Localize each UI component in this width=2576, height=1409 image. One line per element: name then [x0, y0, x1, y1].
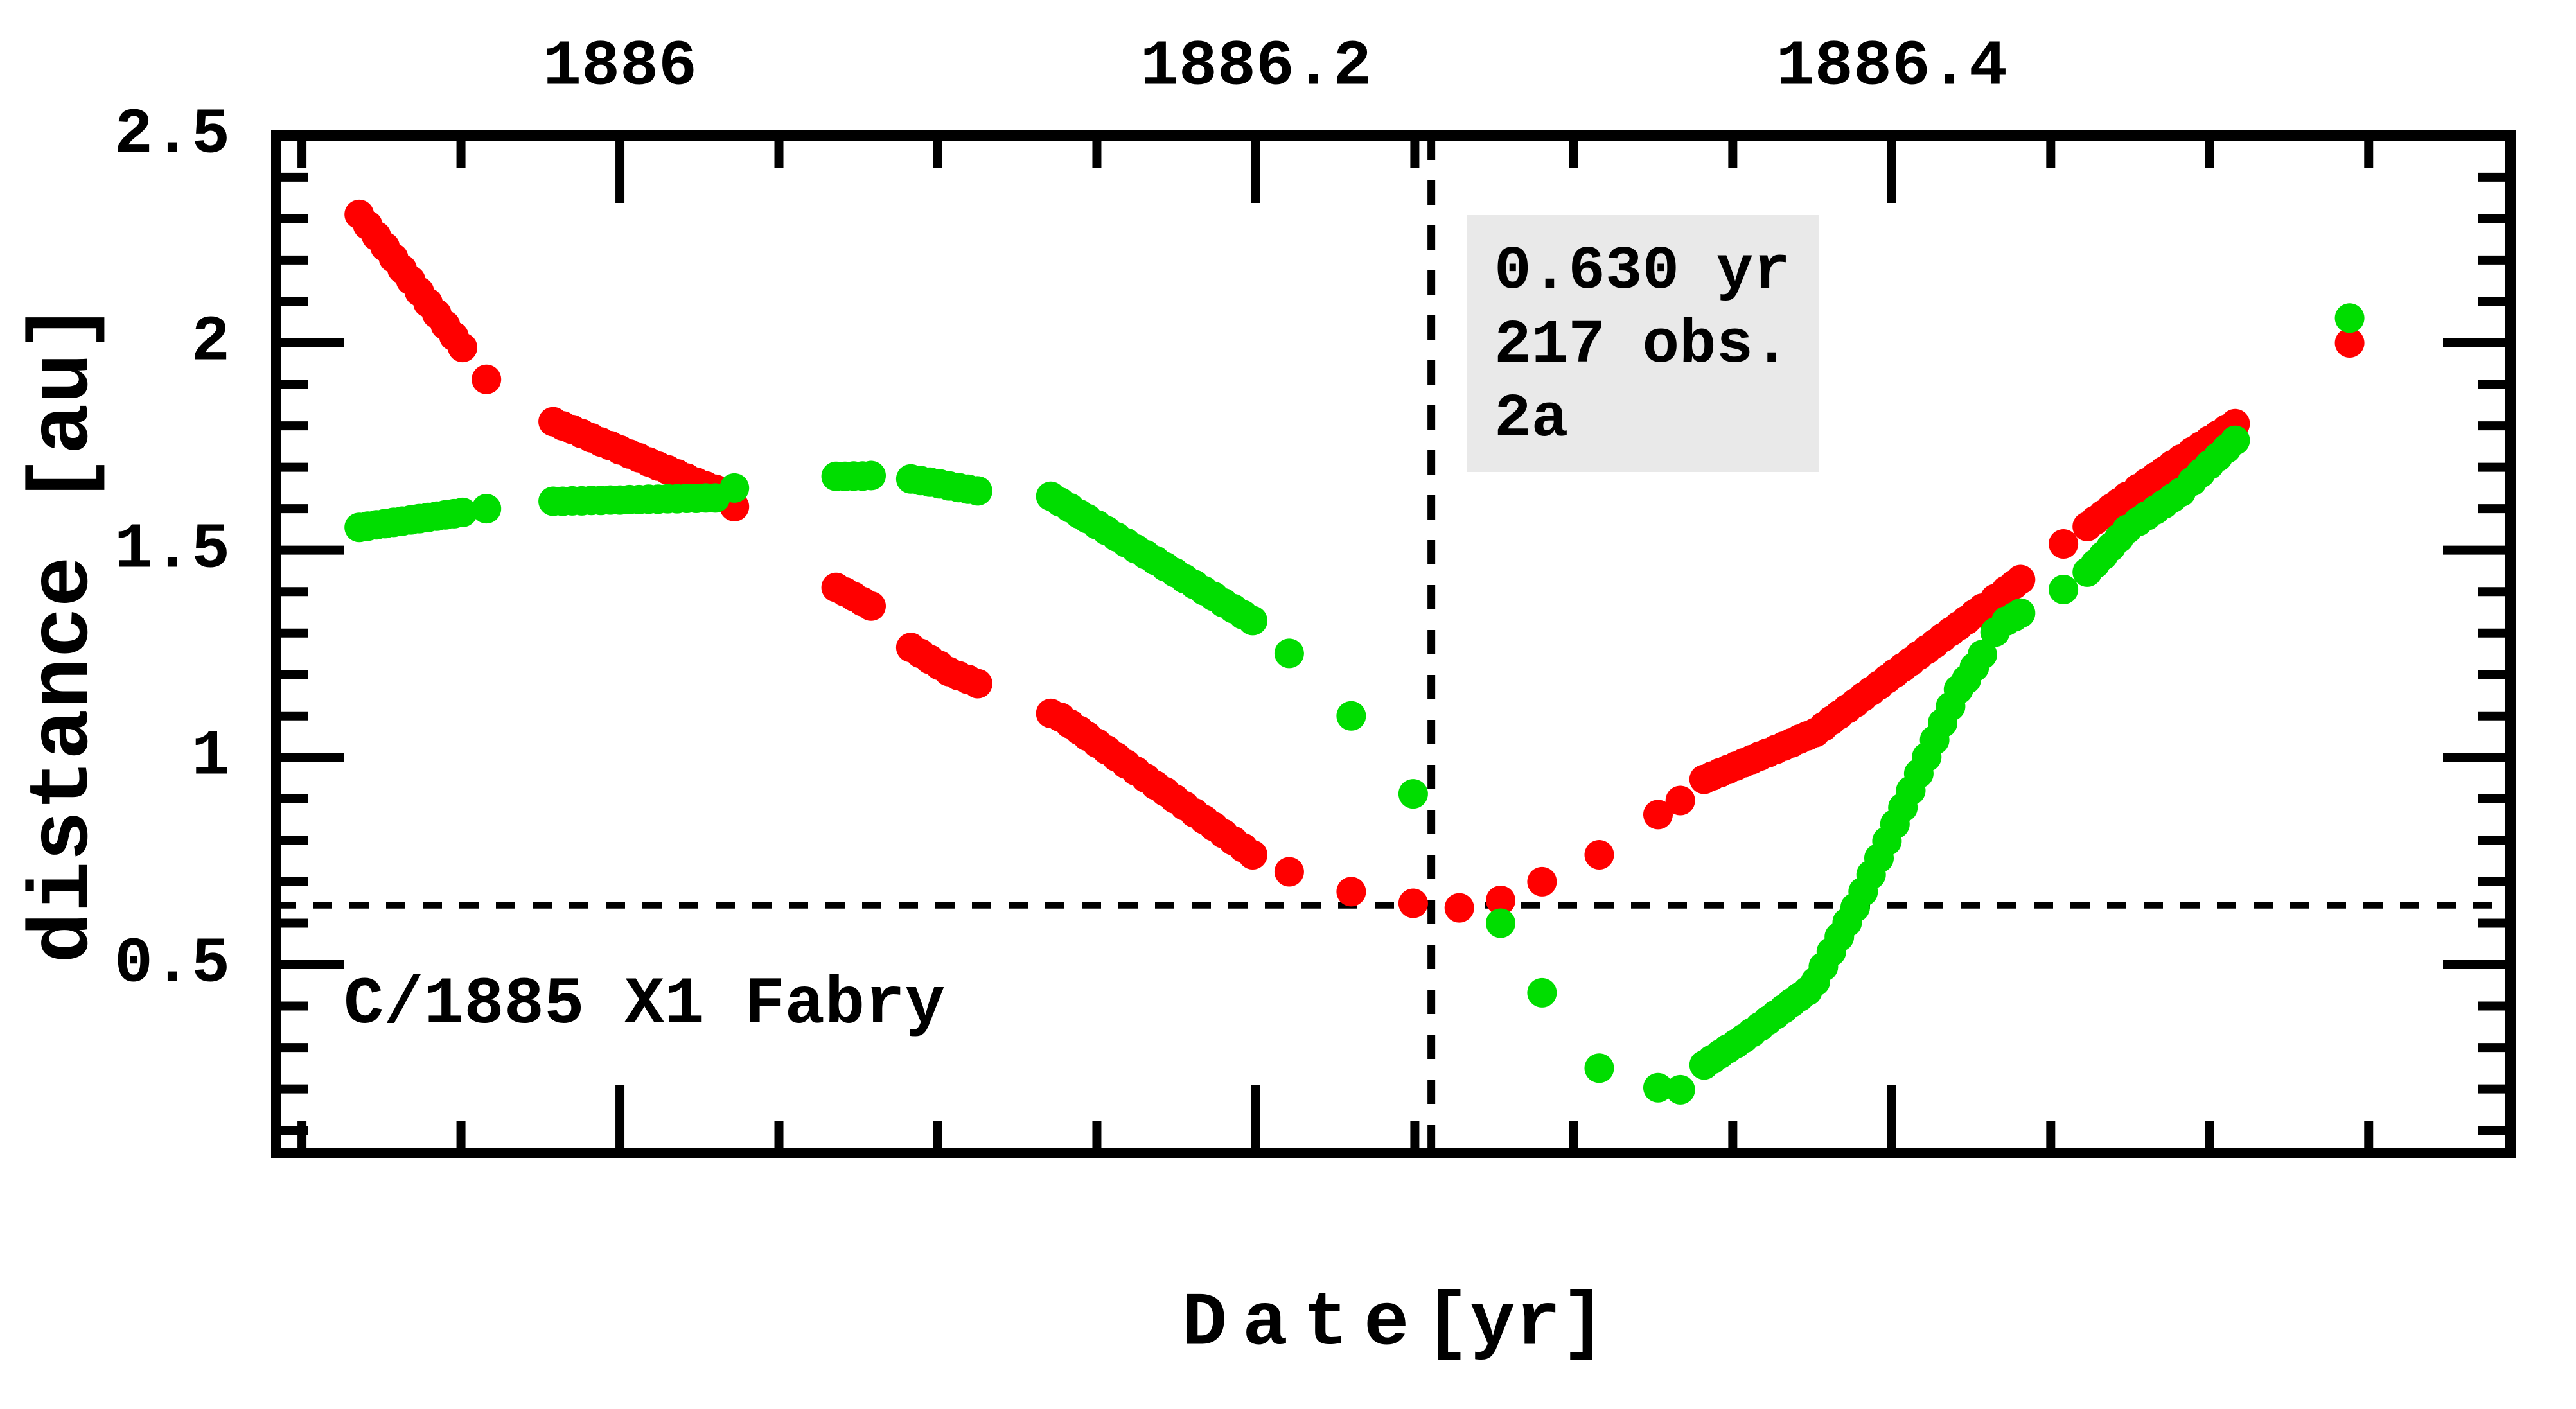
red-data-point	[856, 591, 886, 621]
red-data-point	[2334, 328, 2365, 358]
green-data-point	[1486, 908, 1515, 938]
green-data-point	[719, 473, 750, 503]
y-axis-tick-label: 0.5	[114, 928, 230, 1001]
red-data-point	[1665, 785, 1695, 816]
green-data-point	[1584, 1053, 1614, 1083]
red-data-point	[1643, 800, 1673, 830]
green-data-point	[2006, 598, 2036, 628]
red-data-point	[448, 333, 477, 363]
x-axis-title: D a t e [yr]	[1181, 1281, 1607, 1367]
y-axis-title: distance [au]	[16, 302, 726, 963]
red-data-point	[472, 364, 502, 394]
red-data-point	[1336, 877, 1366, 907]
x-axis-tick-label: 1886	[543, 31, 698, 104]
y-axis-title-text: distance [au]	[16, 302, 112, 963]
y-axis-tick-label: 2	[191, 306, 230, 380]
red-data-point	[1584, 840, 1614, 870]
green-data-point	[1274, 638, 1304, 669]
red-data-point	[962, 669, 992, 699]
info-line-observations: 217 obs.	[1494, 310, 1790, 380]
green-data-point	[1398, 779, 1428, 809]
green-data-point	[962, 476, 992, 506]
red-data-point	[1486, 886, 1515, 915]
x-axis-tick-label: 1886.2	[1140, 31, 1372, 104]
y-axis-tick-label: 1.5	[114, 514, 230, 587]
red-data-point	[2006, 564, 2036, 595]
plot-frame	[271, 130, 2516, 1158]
red-data-point	[1398, 888, 1428, 918]
green-data-point	[856, 460, 886, 491]
green-data-point	[2220, 425, 2250, 455]
green-data-point	[1643, 1072, 1673, 1103]
comet-name-label: C/1885 X1 Fabry	[344, 967, 946, 1043]
green-data-point	[472, 494, 502, 524]
green-data-point	[1238, 606, 1267, 636]
red-data-point	[1238, 840, 1267, 870]
red-data-point	[1274, 857, 1304, 887]
green-data-point	[1336, 701, 1366, 731]
green-data-point	[1665, 1074, 1695, 1105]
info-box: 0.630 yr 217 obs. 2a	[1467, 215, 1819, 472]
red-data-point	[1527, 866, 1557, 897]
y-axis-tick-label: 2.5	[114, 99, 230, 172]
y-axis-tick-label: 1	[191, 721, 230, 794]
green-data-point	[2334, 303, 2365, 333]
green-data-point	[448, 497, 477, 527]
info-line-period: 0.630 yr	[1494, 236, 1790, 306]
red-data-point	[1444, 893, 1474, 923]
green-data-point	[1967, 640, 1997, 670]
green-data-point	[1527, 977, 1557, 1008]
red-data-point	[2049, 529, 2079, 559]
green-data-point	[2049, 575, 2079, 604]
info-line-figure-id: 2a	[1494, 384, 1569, 454]
x-axis-tick-label: 1886.4	[1776, 31, 2007, 104]
